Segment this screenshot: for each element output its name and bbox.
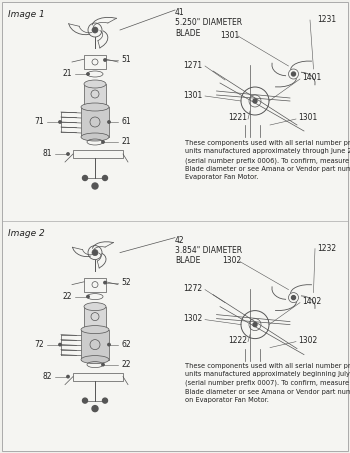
Circle shape	[102, 363, 104, 366]
Circle shape	[103, 398, 107, 403]
Circle shape	[104, 59, 106, 61]
Text: 1402: 1402	[302, 297, 321, 306]
Text: These components used with all serial number prefix
units manufactured approxima: These components used with all serial nu…	[185, 140, 350, 180]
Bar	[84, 278, 106, 292]
Circle shape	[87, 295, 89, 298]
Bar	[84, 84, 106, 104]
Ellipse shape	[84, 303, 106, 311]
Circle shape	[92, 250, 98, 255]
Circle shape	[292, 72, 295, 76]
Circle shape	[292, 296, 295, 299]
Text: 51: 51	[121, 56, 131, 64]
Text: 1302: 1302	[298, 336, 317, 345]
Ellipse shape	[81, 326, 109, 333]
Text: 1301: 1301	[298, 114, 317, 122]
Text: 1302: 1302	[183, 314, 202, 323]
Circle shape	[67, 376, 69, 378]
Bar	[81, 107, 109, 137]
Circle shape	[103, 175, 107, 180]
Text: 1271: 1271	[183, 61, 202, 69]
Circle shape	[87, 73, 89, 75]
Text: These components used with all serial number prefix
units manufactured approxima: These components used with all serial nu…	[185, 362, 350, 403]
Ellipse shape	[81, 103, 109, 111]
Circle shape	[104, 281, 106, 284]
Circle shape	[92, 183, 98, 189]
Text: 1221: 1221	[228, 114, 247, 122]
Text: 21: 21	[121, 138, 131, 146]
Text: 42
3.854" DIAMETER
BLADE: 42 3.854" DIAMETER BLADE	[175, 236, 242, 265]
Bar	[73, 150, 123, 158]
Circle shape	[83, 398, 88, 403]
Ellipse shape	[81, 356, 109, 364]
Text: Image 1: Image 1	[8, 10, 45, 19]
Circle shape	[92, 405, 98, 412]
Circle shape	[59, 343, 61, 346]
Text: 52: 52	[121, 278, 131, 287]
Text: 22: 22	[121, 360, 131, 369]
Text: 1272: 1272	[183, 284, 202, 293]
Text: 41
5.250" DIAMETER
BLADE: 41 5.250" DIAMETER BLADE	[175, 8, 242, 38]
Circle shape	[102, 141, 104, 143]
Text: 82: 82	[42, 372, 52, 381]
Text: 72: 72	[34, 340, 44, 349]
Text: 61: 61	[121, 117, 131, 126]
Circle shape	[92, 27, 98, 33]
Text: 62: 62	[121, 340, 131, 349]
Circle shape	[67, 153, 69, 155]
Bar	[84, 55, 106, 69]
Text: 21: 21	[63, 69, 72, 78]
Circle shape	[108, 121, 110, 123]
Text: 1222: 1222	[228, 336, 247, 345]
Ellipse shape	[81, 133, 109, 141]
Bar	[81, 330, 109, 360]
Text: 71: 71	[34, 117, 44, 126]
Text: 1302: 1302	[222, 256, 241, 265]
Text: 1401: 1401	[302, 73, 321, 82]
Text: 22: 22	[63, 292, 72, 301]
Bar	[73, 373, 123, 381]
Text: 1231: 1231	[317, 15, 336, 24]
Circle shape	[253, 323, 257, 327]
Bar	[84, 307, 106, 327]
Text: 1301: 1301	[183, 91, 202, 100]
Text: Image 2: Image 2	[8, 229, 45, 238]
Circle shape	[83, 175, 88, 180]
Circle shape	[253, 99, 257, 103]
Circle shape	[59, 121, 61, 123]
Text: 1232: 1232	[317, 244, 336, 253]
Text: 1301: 1301	[220, 30, 239, 39]
Text: 81: 81	[42, 149, 52, 159]
Ellipse shape	[84, 80, 106, 88]
Circle shape	[108, 343, 110, 346]
